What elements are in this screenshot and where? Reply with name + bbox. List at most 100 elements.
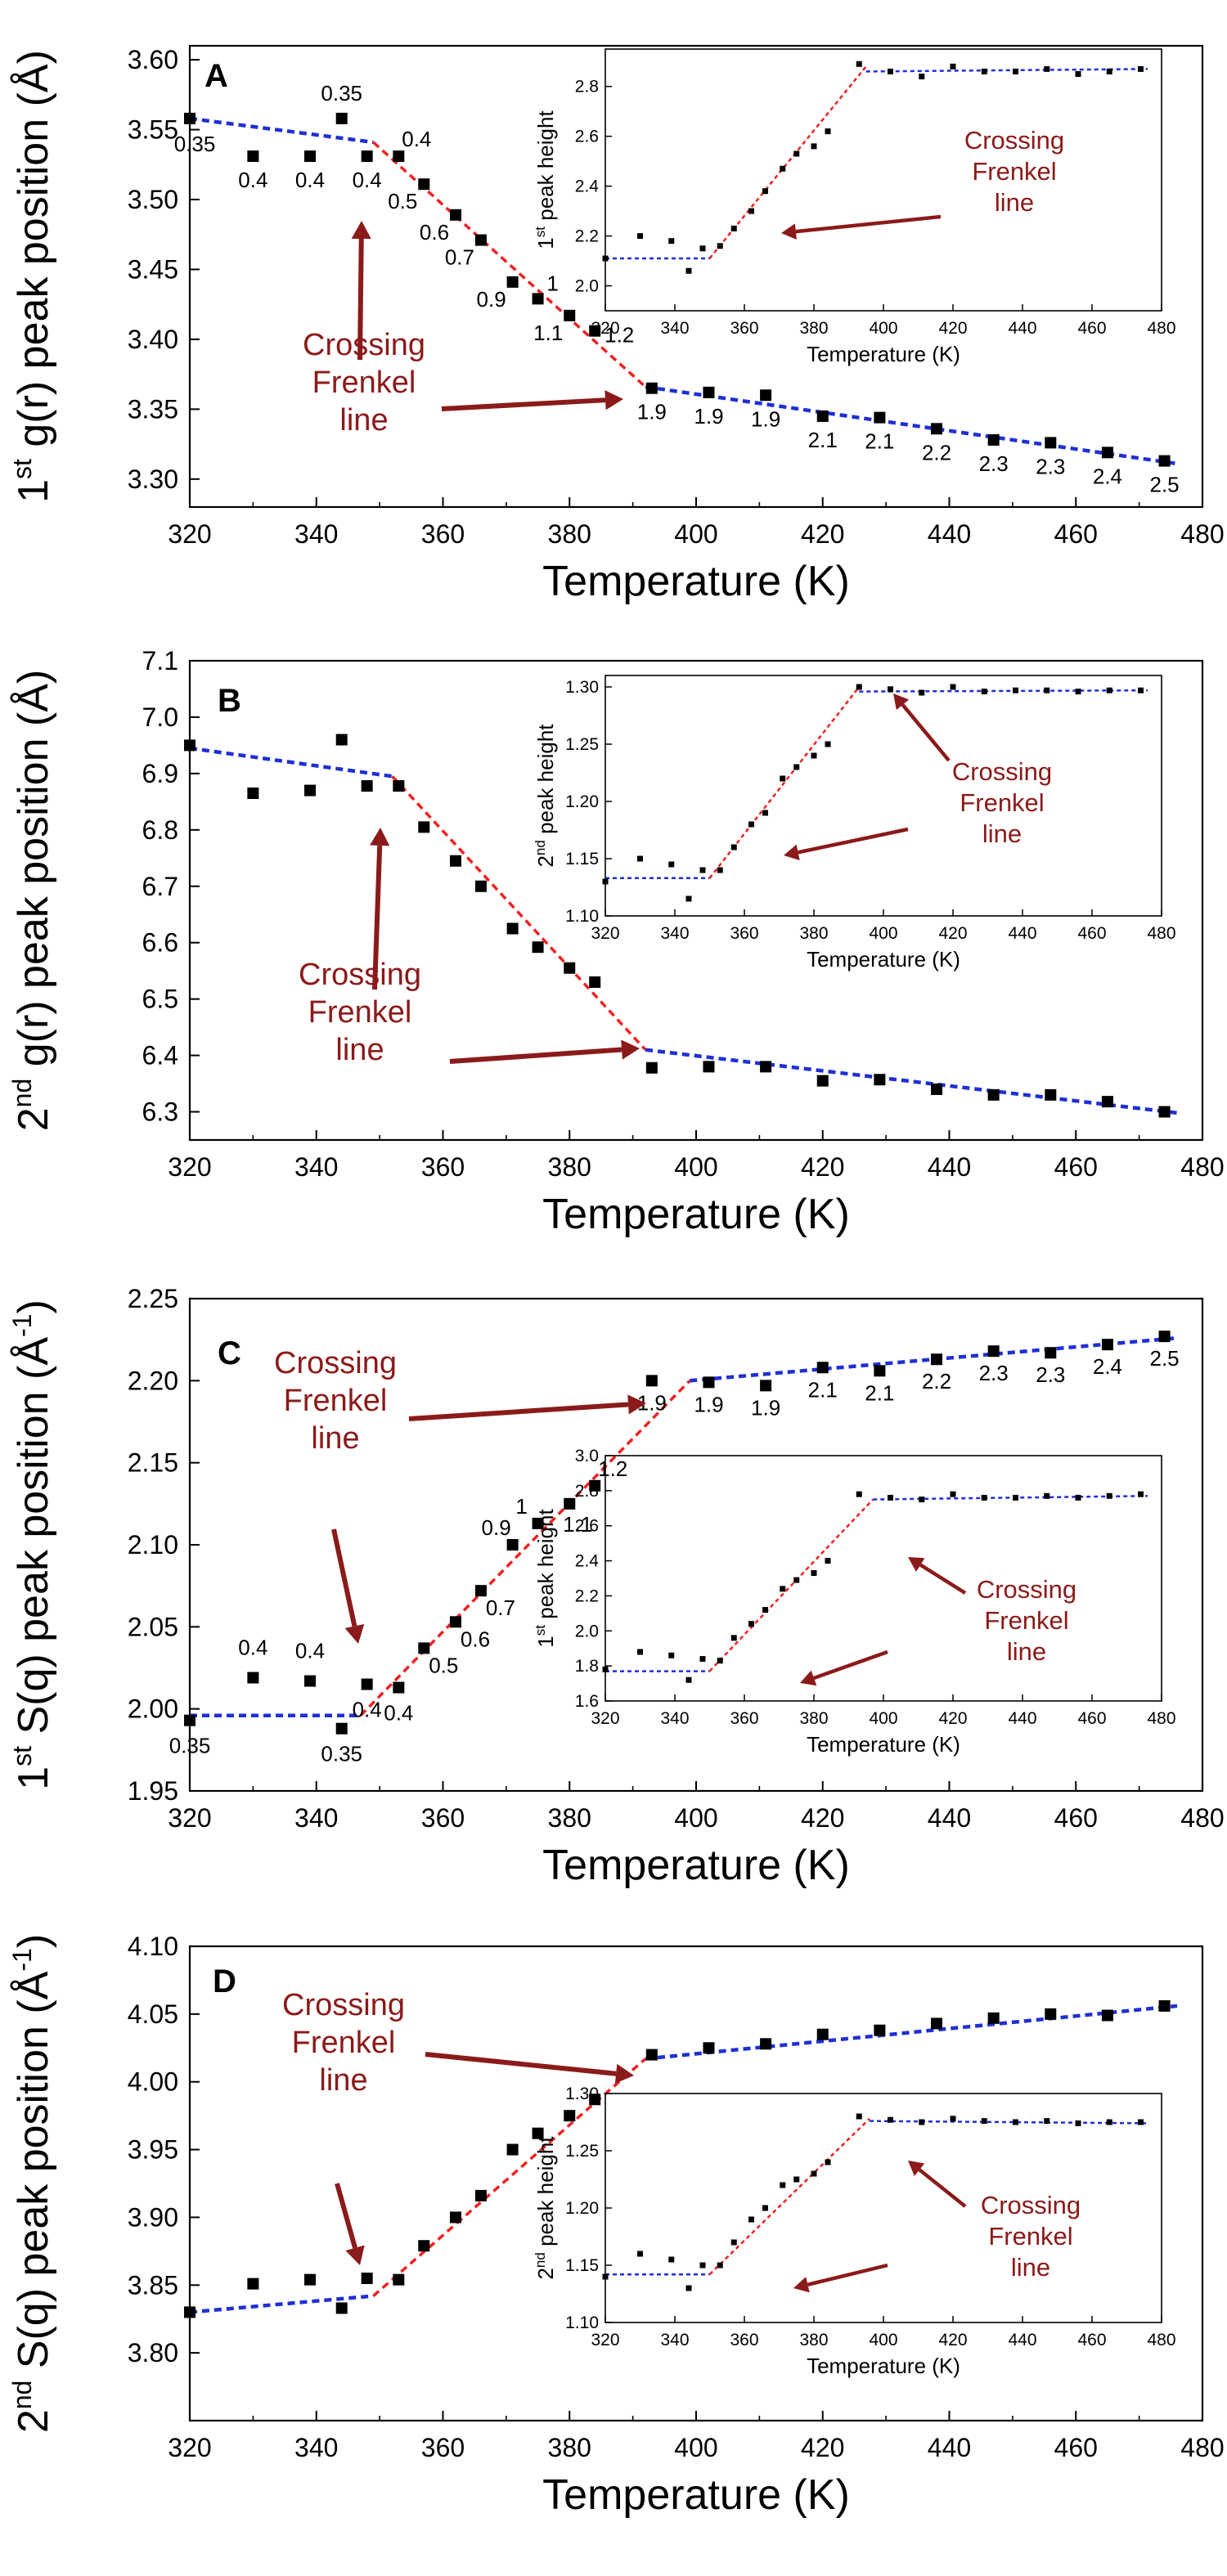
- inset-data-point: [717, 867, 723, 873]
- data-point: [304, 1675, 317, 1687]
- x-tick-label: 480: [1180, 2433, 1224, 2462]
- inset-data-point: [1013, 687, 1018, 693]
- y-tick-label: 3.55: [128, 115, 178, 145]
- inset-y-tick-label: 3.0: [575, 1447, 599, 1465]
- panel-letter: B: [218, 683, 241, 719]
- inset-data-point: [1013, 68, 1018, 74]
- x-axis-title: Temperature (K): [542, 1842, 850, 1889]
- data-point: [1101, 1339, 1113, 1351]
- x-tick-label: 380: [548, 519, 591, 549]
- inset-blue-fit-line: [869, 2120, 1148, 2125]
- x-tick-label: 360: [421, 1803, 465, 1833]
- point-label: 2.3: [979, 1361, 1009, 1385]
- data-point: [247, 2278, 259, 2290]
- inset-data-point: [730, 225, 737, 231]
- y-tick-label: 3.85: [128, 2270, 178, 2300]
- inset-x-tick-label: 440: [1008, 1709, 1036, 1728]
- inset-x-tick-label: 380: [799, 1709, 828, 1728]
- x-tick-label: 460: [1054, 1803, 1098, 1833]
- annotation-arrowhead: [800, 1670, 817, 1686]
- point-label: 0.4: [353, 1698, 382, 1722]
- x-tick-label: 360: [421, 519, 465, 549]
- y-tick-label: 6.4: [142, 1041, 178, 1070]
- inset-red-fit-line: [708, 1498, 874, 1672]
- annotation-text: Crossing: [282, 1988, 405, 2022]
- point-label: 1.2: [598, 1456, 627, 1481]
- data-point: [449, 2211, 461, 2224]
- inset-data-point: [919, 2119, 925, 2125]
- point-label: 2.3: [979, 451, 1009, 476]
- inset-x-tick-label: 420: [938, 319, 967, 338]
- inset-data-point: [762, 188, 768, 195]
- data-point: [361, 150, 373, 163]
- y-axis-title: 2nd S(q) peak position (Å-1): [7, 1934, 57, 2433]
- data-point: [1101, 447, 1113, 459]
- data-point: [1158, 1106, 1171, 1118]
- inset-x-tick-label: 360: [730, 2331, 758, 2349]
- data-point: [474, 880, 487, 892]
- data-point: [1101, 1096, 1113, 1108]
- data-point: [645, 1375, 658, 1387]
- inset-y-tick-label: 1.15: [565, 2256, 599, 2275]
- point-label: 2.1: [808, 1377, 838, 1402]
- data-point: [816, 1075, 829, 1087]
- inset-data-point: [811, 143, 817, 150]
- data-point: [703, 2042, 715, 2054]
- y-axis-title-text: g(r) peak position (Å): [10, 670, 57, 1079]
- data-point: [816, 410, 829, 422]
- inset-data-point: [856, 1491, 862, 1497]
- point-label: 0.4: [295, 1639, 325, 1663]
- inset-data-point: [981, 1494, 987, 1501]
- inset-y-axis-title-superscript: st: [533, 227, 548, 238]
- inset-y-tick-label: 1.25: [565, 735, 599, 754]
- annotation-arrow: [357, 238, 364, 361]
- data-point: [564, 962, 576, 974]
- inset-data-point: [825, 741, 831, 747]
- y-tick-label: 2.10: [128, 1530, 178, 1560]
- x-tick-label: 320: [168, 1152, 211, 1182]
- y-tick-label: 3.40: [128, 325, 178, 354]
- inset-data-point: [950, 63, 956, 70]
- inset-x-tick-label: 420: [938, 2331, 967, 2349]
- y-axis-title: 2nd g(r) peak position (Å): [7, 670, 57, 1131]
- inset-x-tick-label: 440: [1008, 924, 1036, 943]
- x-tick-label: 400: [674, 1152, 717, 1182]
- point-label: 1.9: [751, 1395, 780, 1420]
- inset-y-axis-title: 1st peak height: [533, 110, 558, 249]
- inset-data-point: [1106, 687, 1112, 693]
- inset-data-point: [780, 2182, 786, 2188]
- inset-x-tick-label: 320: [591, 319, 619, 338]
- inset-data-point: [1044, 65, 1050, 72]
- data-point: [703, 386, 715, 398]
- panel-letter: C: [218, 1335, 241, 1371]
- y-axis-title: 1st g(r) peak position (Å): [7, 50, 57, 503]
- data-point: [931, 1083, 943, 1095]
- inset-data-point: [602, 878, 609, 885]
- point-label: 2.5: [1149, 473, 1179, 497]
- point-label: 2.3: [1036, 454, 1065, 478]
- y-tick-label: 3.60: [128, 45, 178, 74]
- y-axis-title-prefix: 2: [10, 1107, 57, 1131]
- data-point: [247, 788, 259, 800]
- y-tick-label: 6.8: [142, 815, 178, 845]
- annotation-arrowhead: [784, 844, 800, 860]
- inset-x-tick-label: 360: [730, 924, 758, 943]
- blue-fit-line: [645, 384, 1178, 466]
- annotation-arrow: [901, 703, 951, 762]
- x-tick-label: 360: [421, 2433, 465, 2462]
- inset-data-point: [602, 2273, 609, 2280]
- inset-data-point: [888, 68, 893, 74]
- inset-data-point: [793, 2176, 800, 2183]
- inset-data-point: [637, 1649, 643, 1655]
- inset-data-point: [699, 867, 706, 873]
- x-tick-label: 420: [801, 1803, 844, 1833]
- data-point: [449, 1616, 461, 1628]
- inset-x-tick-label: 420: [938, 924, 967, 943]
- inset-data-point: [699, 1656, 706, 1663]
- data-point: [449, 209, 461, 221]
- inset-data-point: [1106, 68, 1112, 74]
- data-point: [393, 1681, 405, 1694]
- y-tick-label: 6.7: [142, 872, 178, 901]
- data-point: [418, 821, 430, 833]
- inset-y-tick-label: 2.6: [575, 1517, 599, 1536]
